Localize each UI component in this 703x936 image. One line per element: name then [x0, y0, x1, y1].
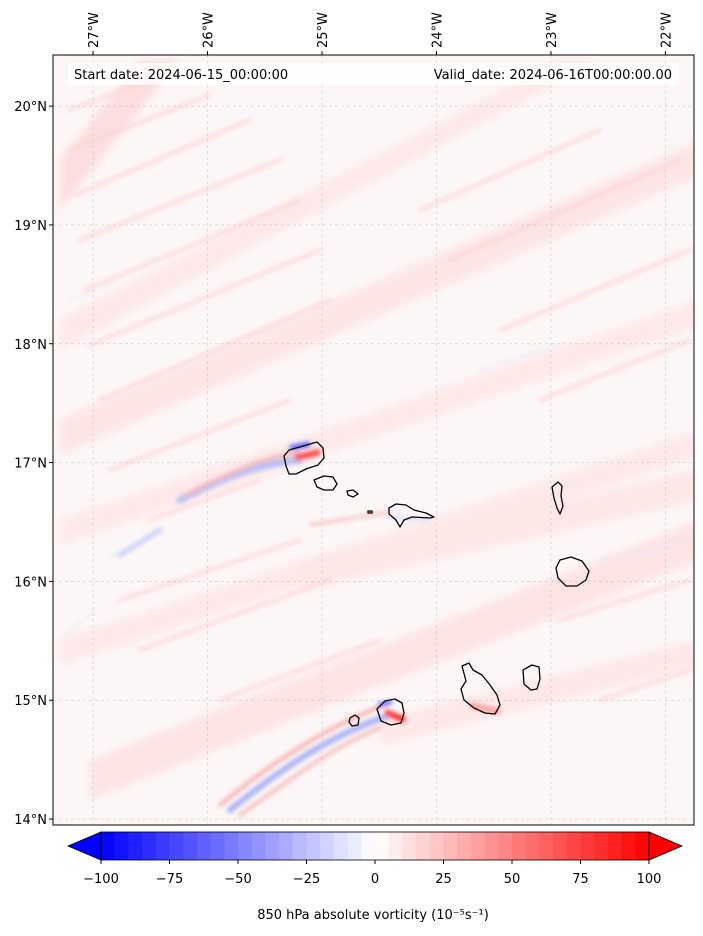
colorbar-cell — [224, 832, 239, 860]
island-fogo — [376, 698, 405, 726]
lat-tick-label: 14°N — [14, 813, 47, 828]
vorticity-field — [58, 60, 694, 817]
longitude-ticks — [92, 51, 666, 55]
colorbar-cell — [306, 832, 321, 860]
colorbar-tick-label: 75 — [572, 872, 589, 887]
valid-date-text: Valid_date: 2024-06-16T00:00:00.00 — [434, 68, 672, 83]
colorbar-cell — [142, 832, 157, 860]
colorbar-tick-label: 25 — [435, 872, 452, 887]
lat-tick-label: 16°N — [14, 575, 47, 590]
lon-tick-label: 23°W — [545, 12, 560, 48]
colorbar-cell — [635, 832, 650, 860]
colorbar-label: 850 hPa absolute vorticity (10⁻⁵s⁻¹) — [257, 908, 489, 923]
lon-tick-label: 26°W — [202, 12, 217, 48]
colorbar-cell — [333, 832, 349, 860]
colorbar-cell — [375, 832, 390, 860]
colorbar-cell — [238, 832, 253, 860]
colorbar-cell — [292, 832, 308, 860]
map-frame — [52, 54, 695, 826]
colorbar-cell — [525, 832, 540, 860]
colorbar-cell — [265, 832, 280, 860]
colorbar-cell — [388, 832, 403, 860]
start-date-text: Start date: 2024-06-15_00:00:00 — [74, 68, 288, 83]
colorbar-cell — [251, 832, 266, 860]
colorbar-cell — [183, 832, 198, 860]
colorbar-tick-label: 100 — [637, 872, 662, 887]
colorbar-cell — [498, 832, 513, 860]
colorbar-cell — [457, 832, 472, 860]
colorbar-cell — [429, 832, 445, 860]
colorbar-cell — [470, 832, 486, 860]
colorbar-cell — [114, 832, 129, 860]
colorbar-cell — [155, 832, 171, 860]
lat-tick-label: 20°N — [14, 100, 47, 115]
colorbar-ticks: −100 −75 −50 −25 0 25 50 75 100 — [83, 860, 661, 887]
map-panel — [53, 55, 694, 825]
lat-tick-label: 18°N — [14, 338, 47, 353]
colorbar-cell — [169, 832, 184, 860]
colorbar-tick-label: −25 — [293, 872, 320, 887]
colorbar-cell — [621, 832, 636, 860]
colorbar-tick-label: 0 — [371, 872, 379, 887]
colorbar: −100 −75 −50 −25 0 25 50 75 100 — [66, 831, 684, 887]
island-santo-antao — [283, 441, 325, 475]
colorbar-cell — [484, 832, 499, 860]
colorbar-cell — [196, 832, 212, 860]
colorbar-cell — [607, 832, 623, 860]
lon-tick-label: 24°W — [430, 12, 445, 48]
map-background — [53, 55, 694, 825]
coastlines — [283, 441, 590, 727]
island-sal — [551, 481, 564, 515]
island-sao-nicolau — [388, 503, 435, 528]
colorbar-tick-label: −100 — [83, 872, 119, 887]
colorbar-extend-high — [648, 831, 684, 861]
colorbar-extend-low — [66, 831, 102, 861]
colorbar-cell — [320, 832, 335, 860]
lat-tick-label: 17°N — [14, 457, 47, 472]
lon-tick-label: 25°W — [316, 12, 331, 48]
colorbar-cell — [553, 832, 568, 860]
island-brava — [348, 714, 360, 727]
longitude-tick-labels: 27°W 26°W 25°W 24°W 23°W 22°W — [87, 12, 674, 48]
colorbar-cell — [594, 832, 609, 860]
latitude-ticks — [49, 105, 53, 820]
colorbar-tick-label: 50 — [504, 872, 521, 887]
lon-tick-label: 27°W — [87, 12, 102, 48]
colorbar-cell — [566, 832, 582, 860]
colorbar-cell — [279, 832, 294, 860]
gridlines — [53, 55, 694, 825]
lat-tick-label: 15°N — [14, 694, 47, 709]
island-boa-vista — [555, 556, 590, 587]
colorbar-tick-label: −75 — [156, 872, 183, 887]
colorbar-cell — [512, 832, 527, 860]
island-maio — [522, 664, 541, 691]
lon-tick-label: 22°W — [659, 12, 674, 48]
colorbar-cell — [347, 832, 362, 860]
colorbar-tick-label: −50 — [224, 872, 251, 887]
island-islet — [367, 510, 373, 514]
colorbar-cell — [128, 832, 143, 860]
colorbar-cell — [539, 832, 554, 860]
colorbar-cell — [101, 832, 116, 860]
colorbar-cell — [402, 832, 417, 860]
island-santa-luzia — [346, 489, 359, 498]
colorbar-cells — [101, 832, 650, 860]
island-santiago — [460, 662, 501, 715]
colorbar-cell — [580, 832, 595, 860]
colorbar-cell — [210, 832, 225, 860]
header-box — [68, 63, 679, 85]
lat-tick-label: 19°N — [14, 219, 47, 234]
colorbar-cell — [361, 832, 376, 860]
colorbar-cell — [443, 832, 458, 860]
colorbar-cell — [416, 832, 431, 860]
island-sao-vicente — [313, 475, 338, 491]
latitude-tick-labels: 20°N 19°N 18°N 17°N 16°N 15°N 14°N — [14, 100, 47, 828]
